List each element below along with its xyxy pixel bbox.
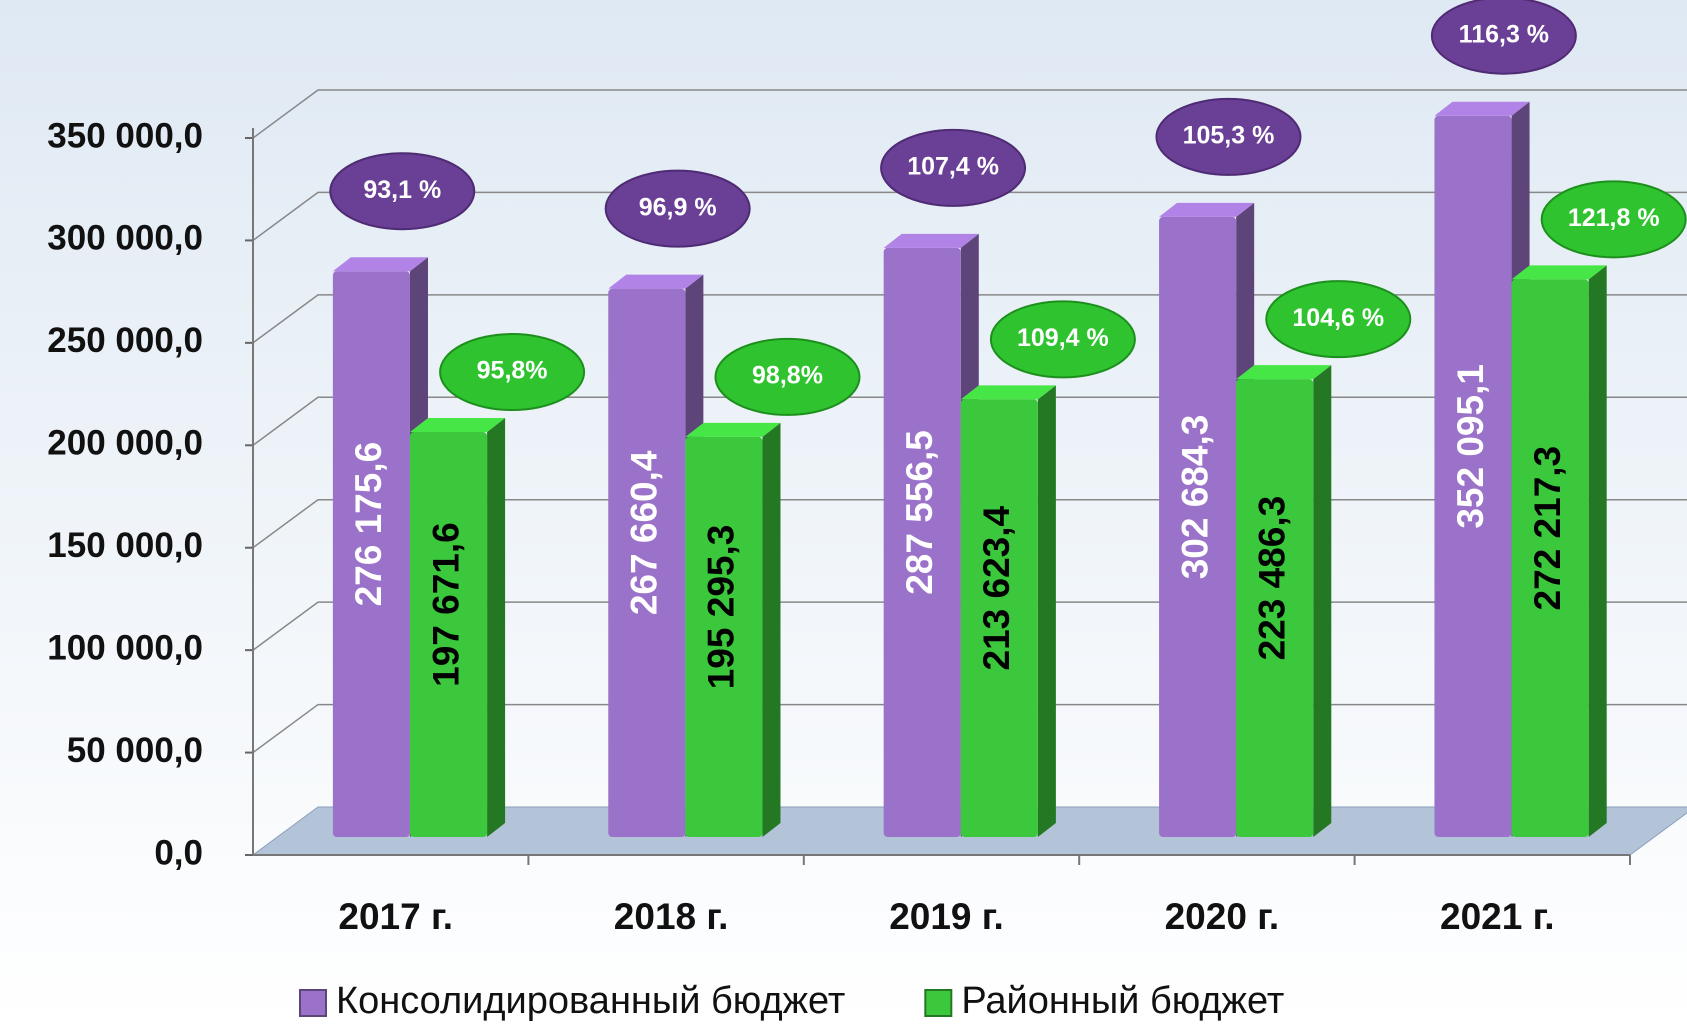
bar (332, 271, 410, 837)
annotation: 116,3 % (1459, 20, 1549, 48)
annotation-bubble (604, 169, 751, 248)
legend-label: Консолидированный бюджет (336, 980, 845, 1022)
annotation-bubble (329, 152, 476, 231)
annotation: 98,8% (752, 362, 823, 390)
legend-label: Районный бюджет (961, 980, 1284, 1022)
value-label: 276 175,6 (348, 442, 389, 607)
bar-side (487, 418, 506, 837)
bar-top (685, 422, 781, 437)
bar-top (608, 274, 704, 289)
value-label: 302 684,3 (1174, 415, 1215, 580)
y-tick-label: 350 000,0 (47, 116, 203, 155)
x-tick-label: 2021 г. (1440, 896, 1555, 937)
value-label: 213 623,4 (976, 505, 1017, 670)
bar (1511, 279, 1589, 838)
bar (1159, 216, 1237, 838)
y-tick-label: 300 000,0 (47, 219, 203, 258)
bar-top (1511, 265, 1607, 280)
bar-side (1313, 365, 1332, 837)
bar-top (332, 257, 428, 272)
x-tick-label: 2019 г. (889, 896, 1004, 937)
annotation: 96,9 % (639, 193, 717, 221)
legend-swatch (924, 989, 953, 1017)
annotation-bubble (880, 128, 1027, 207)
annotation: 107,4 % (907, 153, 999, 181)
y-tick-label: 50 000,0 (67, 731, 203, 770)
bar (883, 247, 961, 837)
bar (685, 436, 763, 837)
value-label: 287 556,5 (899, 430, 940, 595)
legend-swatch (299, 989, 327, 1017)
bar-side (1037, 385, 1056, 837)
bar-top (960, 385, 1056, 400)
value-label: 195 295,3 (701, 525, 742, 690)
x-tick-label: 2020 г. (1165, 896, 1280, 937)
value-label: 223 486,3 (1252, 496, 1293, 661)
annotation: 104,6 % (1292, 304, 1384, 332)
annotation-bubble (1430, 0, 1577, 75)
y-tick-label: 200 000,0 (47, 424, 203, 463)
annotation-bubble (1265, 280, 1412, 359)
annotation: 109,4 % (1017, 324, 1109, 352)
grid-line (252, 191, 1687, 242)
y-tick-label: 150 000,0 (47, 526, 203, 565)
annotation: 95,8% (477, 357, 548, 385)
bar-top (883, 233, 979, 248)
x-tick-label: 2018 г. (614, 896, 729, 937)
value-label: 352 095,1 (1450, 364, 1491, 529)
annotation: 93,1 % (363, 176, 441, 204)
y-tick-label: 100 000,0 (47, 628, 203, 667)
bar-side (1588, 265, 1607, 838)
y-tick-label: 0,0 (154, 833, 203, 872)
x-tick-label: 2017 г. (338, 896, 453, 937)
value-label: 272 217,3 (1527, 446, 1568, 611)
bar (1434, 115, 1512, 838)
value-label: 197 671,6 (425, 522, 466, 687)
grid-line (252, 89, 1687, 139)
bar (960, 399, 1038, 837)
bar-top (1434, 101, 1530, 116)
annotation-bubble (439, 333, 586, 412)
bar-side (762, 422, 781, 837)
bar (1236, 379, 1314, 837)
bar-top (1159, 202, 1255, 217)
annotation-bubble (1540, 180, 1687, 259)
bar (608, 288, 686, 837)
annotation: 121,8 % (1568, 204, 1660, 232)
annotation-bubble (1155, 97, 1302, 176)
y-tick-label: 250 000,0 (47, 321, 203, 360)
annotation-bubble (989, 300, 1136, 379)
value-label: 267 660,4 (624, 450, 665, 615)
annotation: 105,3 % (1183, 122, 1275, 150)
bar (409, 432, 488, 837)
bar-top (1236, 365, 1332, 380)
bar-top (409, 418, 506, 433)
annotation-bubble (714, 337, 861, 416)
